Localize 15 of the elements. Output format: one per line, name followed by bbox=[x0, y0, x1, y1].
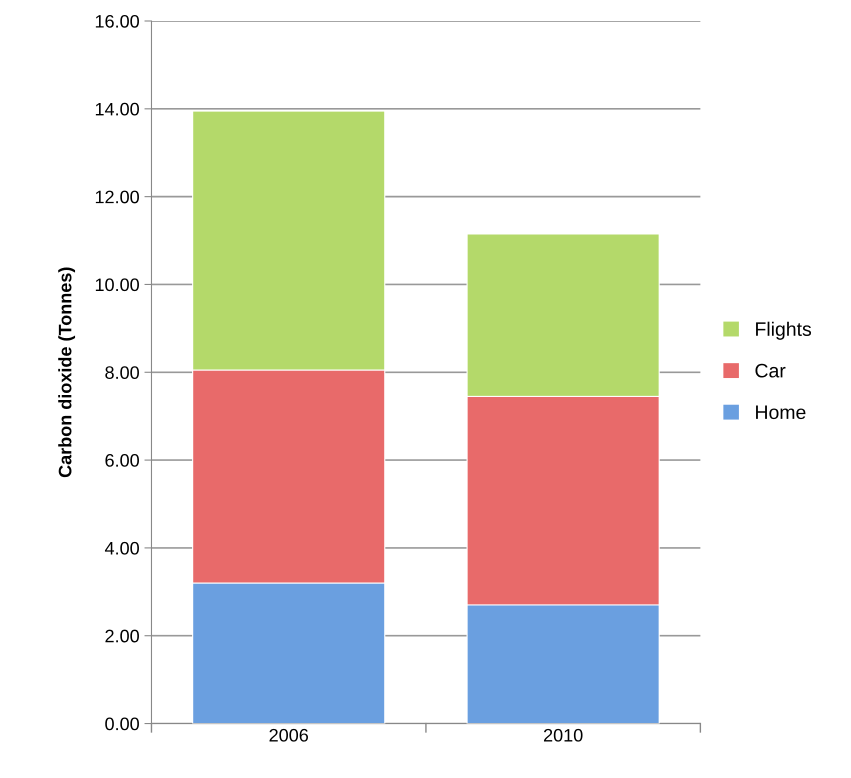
y-tick-label: 0.00 bbox=[105, 717, 139, 730]
x-tick-label: 2010 bbox=[544, 728, 583, 742]
y-axis-title: Carbon dioxide (Tonnes) bbox=[58, 268, 76, 478]
y-tick-label: 4.00 bbox=[104, 542, 139, 555]
x-tick-label: 2006 bbox=[270, 728, 308, 742]
legend-label: Flights bbox=[756, 322, 812, 340]
y-tick-label: 16.00 bbox=[96, 14, 139, 28]
y-tick-label: 8.00 bbox=[105, 366, 139, 379]
legend-label: Car bbox=[755, 364, 786, 378]
y-tick-label: 14.00 bbox=[96, 102, 139, 116]
y-tick-label: 10.00 bbox=[96, 278, 139, 292]
y-tick-label: 12.00 bbox=[96, 190, 139, 204]
y-tick-label: 6.00 bbox=[105, 454, 139, 467]
legend-label: Home bbox=[756, 406, 806, 420]
y-tick-label: 2.00 bbox=[105, 630, 139, 642]
